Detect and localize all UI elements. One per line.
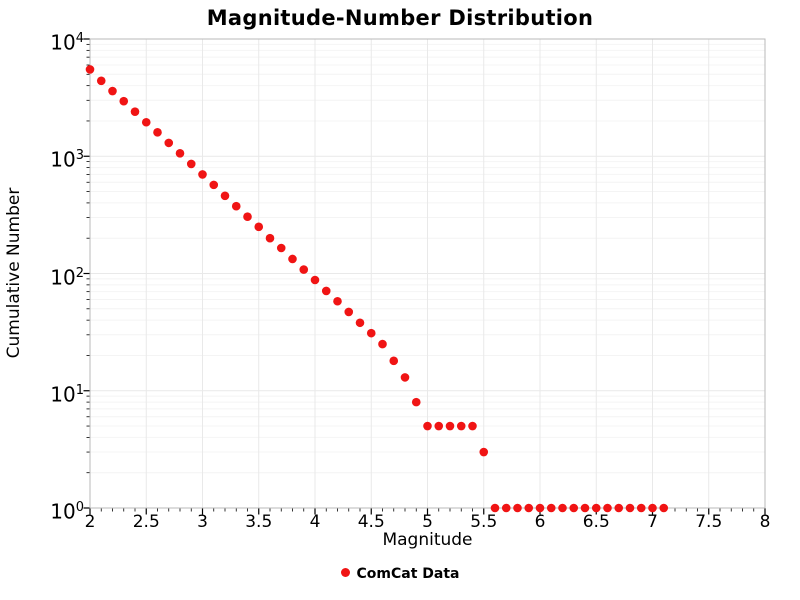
data-point [243, 212, 252, 222]
data-point [490, 503, 500, 513]
y-tick-label: 100 [50, 499, 84, 524]
data-point [299, 265, 309, 274]
data-point [445, 421, 455, 431]
data-point [85, 65, 95, 74]
y-tick-label: 101 [50, 382, 84, 407]
y-tick-label: 104 [50, 30, 84, 55]
data-point [614, 503, 624, 513]
data-point [355, 318, 365, 328]
data-point [288, 254, 297, 264]
data-point [546, 503, 556, 513]
x-tick-label: 7.5 [695, 512, 723, 532]
plot-frame [89, 38, 766, 509]
data-point [423, 421, 432, 431]
data-point [434, 421, 444, 431]
x-tick-label: 4 [309, 512, 321, 532]
data-point [276, 243, 286, 253]
data-point [220, 191, 230, 201]
data-point [659, 503, 669, 513]
data-point [310, 275, 320, 285]
data-point [648, 503, 657, 513]
data-point [400, 373, 410, 382]
data-point [96, 76, 106, 86]
data-point [411, 397, 421, 407]
x-tick-label: 2 [84, 512, 96, 532]
x-tick-label: 7 [647, 512, 658, 532]
data-point [468, 421, 477, 431]
legend: ComCat Data [0, 566, 800, 582]
data-point [378, 339, 387, 349]
data-point [141, 117, 151, 127]
data-point [569, 503, 579, 513]
data-point [254, 222, 264, 232]
data-point [209, 180, 219, 190]
x-tick-label: 5 [422, 512, 433, 532]
data-point [389, 356, 399, 366]
data-point [231, 201, 241, 211]
data-point [130, 107, 140, 116]
data-point [501, 503, 511, 513]
y-tick-label: 103 [50, 147, 84, 172]
data-point [535, 503, 545, 513]
data-point [186, 159, 196, 169]
data-point [265, 233, 275, 243]
x-tick-label: 8 [759, 512, 771, 532]
data-point [580, 503, 590, 513]
x-tick-label: 6.5 [582, 512, 610, 532]
chart-title: Magnitude-Number Distribution [206, 6, 594, 30]
data-point [591, 503, 601, 513]
y-tick-label: 102 [50, 265, 84, 290]
data-point [321, 286, 331, 296]
data-point [524, 503, 534, 513]
data-point [366, 328, 376, 338]
data-point [108, 86, 117, 96]
data-point [198, 170, 207, 179]
legend-marker-icon [340, 568, 350, 577]
data-point [558, 503, 567, 513]
data-point [164, 138, 174, 148]
data-point [175, 148, 185, 158]
x-tick-label: 4.5 [357, 512, 385, 532]
legend-label: ComCat Data [356, 566, 460, 582]
x-axis-label: Magnitude [382, 530, 473, 550]
x-tick-label: 5.5 [470, 512, 498, 532]
data-point [625, 503, 635, 513]
data-point [333, 296, 342, 306]
x-tick-label: 3.5 [245, 512, 273, 532]
data-point [119, 96, 129, 106]
data-point [153, 128, 162, 137]
data-point [636, 503, 646, 513]
x-tick-label: 6 [534, 512, 546, 532]
x-tick-label: 3 [197, 512, 208, 532]
data-point [513, 503, 522, 513]
x-tick-label: 2.5 [132, 512, 160, 532]
data-point [603, 503, 612, 513]
data-point [344, 307, 354, 317]
data-point [456, 421, 466, 431]
data-point [479, 447, 489, 457]
